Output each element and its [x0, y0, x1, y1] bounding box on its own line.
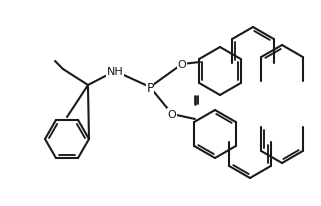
- Text: O: O: [168, 109, 176, 119]
- Text: P: P: [146, 81, 154, 94]
- Text: NH: NH: [107, 67, 123, 77]
- Text: O: O: [178, 60, 187, 70]
